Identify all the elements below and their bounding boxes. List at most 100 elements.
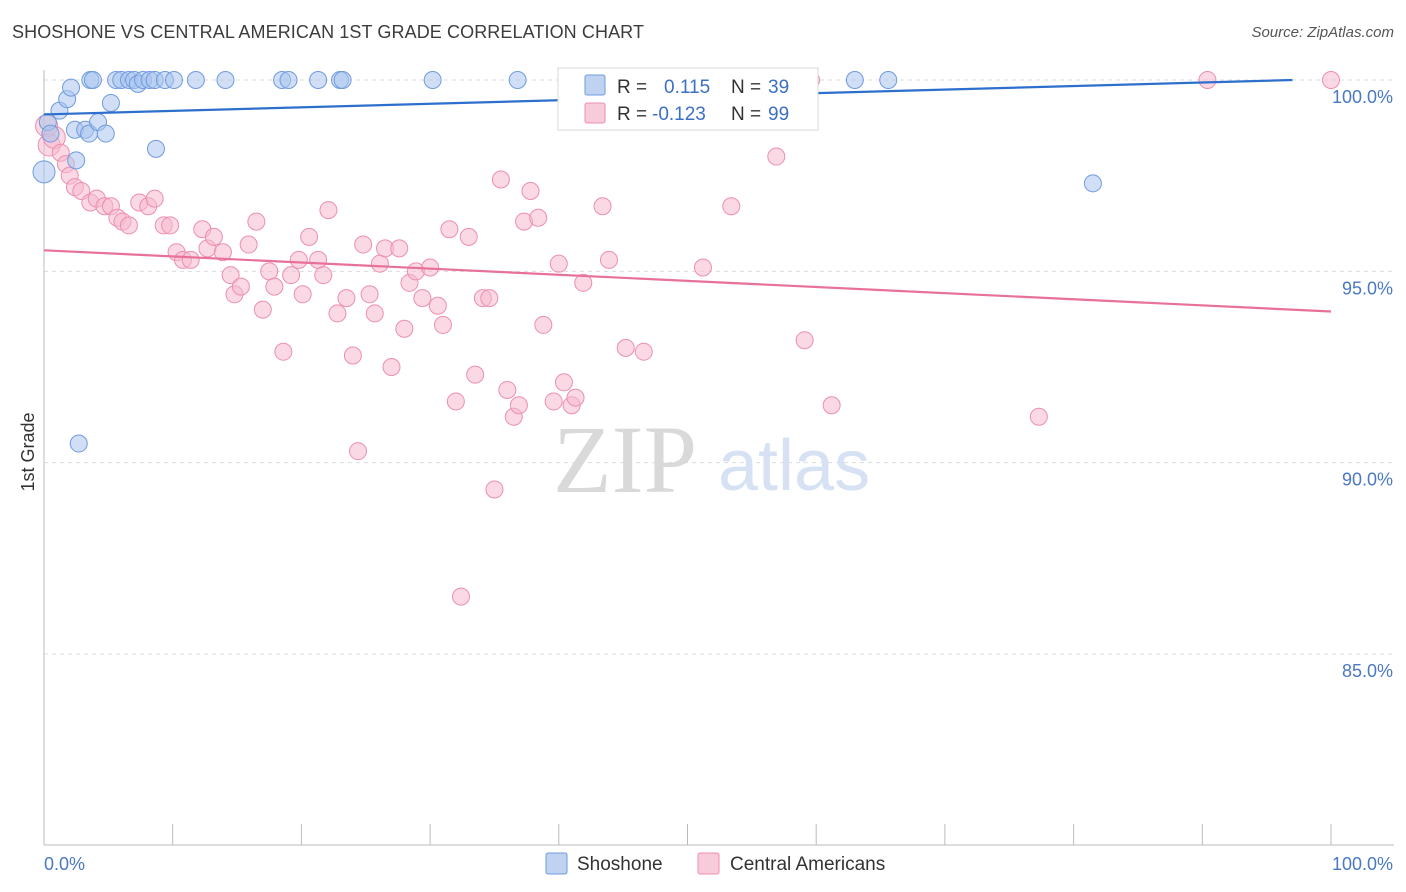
x-tick-label-max: 100.0% xyxy=(1332,854,1393,874)
shoshone-r-label: R = xyxy=(617,77,647,98)
central-americans-point xyxy=(1029,407,1048,426)
central-americans-point xyxy=(354,235,373,254)
central-americans-point xyxy=(440,220,459,239)
shoshone-point xyxy=(279,71,298,89)
central-americans-point xyxy=(413,289,432,308)
central-americans-point xyxy=(554,373,573,392)
central-americans-point xyxy=(265,277,284,296)
shoshone-point xyxy=(146,139,165,158)
shoshone-points xyxy=(32,71,1102,453)
central-americans-point xyxy=(446,392,465,411)
central-americans-point xyxy=(822,396,841,415)
central-americans-point xyxy=(599,250,618,269)
central-americans-point xyxy=(221,266,240,285)
central-americans-point xyxy=(693,258,712,277)
central-americans-point xyxy=(274,342,293,361)
central-americans-point xyxy=(145,189,164,208)
chart-source: Source: ZipAtlas.com xyxy=(1251,24,1394,41)
shoshone-point xyxy=(508,71,527,89)
central-americans-point xyxy=(593,197,612,216)
central-americans-point xyxy=(498,380,517,399)
central-americans-point xyxy=(382,358,401,376)
central-americans-point xyxy=(328,304,347,323)
central-americans-point xyxy=(574,273,593,292)
central-americans-point xyxy=(529,208,548,227)
central-americans-point xyxy=(314,266,333,285)
central-americans-point xyxy=(509,396,528,415)
shoshone-point xyxy=(309,71,328,89)
central-americans-point xyxy=(544,392,563,411)
central-americans-point xyxy=(239,235,258,254)
central-americans-point xyxy=(181,250,200,269)
shoshone-point xyxy=(1083,174,1102,193)
chart-title: SHOSHONE VS CENTRAL AMERICAN 1ST GRADE C… xyxy=(12,22,645,42)
central-americans-point xyxy=(390,239,409,258)
central-americans-point xyxy=(433,315,452,334)
central-n-value: 99 xyxy=(768,104,789,125)
central-americans-point xyxy=(566,388,585,407)
central-americans-point xyxy=(480,289,499,308)
shoshone-r-value: 0.115 xyxy=(664,77,710,98)
shoshone-point xyxy=(67,151,86,170)
watermark-atlas: atlas xyxy=(718,426,870,506)
y-axis-label: 1st Grade xyxy=(18,412,38,491)
central-americans-point xyxy=(795,331,814,350)
shoshone-point xyxy=(96,124,115,143)
central-americans-point xyxy=(309,250,328,269)
central-americans-point xyxy=(289,250,308,269)
central-americans-point xyxy=(204,227,223,246)
central-americans-point xyxy=(343,346,362,365)
central-americans-point xyxy=(300,227,319,246)
central-americans-point xyxy=(534,315,553,334)
shoshone-point xyxy=(423,71,442,89)
central-americans-point xyxy=(161,216,180,235)
central-americans-point xyxy=(253,300,272,319)
grid-lines xyxy=(44,79,1394,655)
central-americans-point xyxy=(395,319,414,338)
central-americans-point xyxy=(1322,71,1340,89)
central-americans-point xyxy=(319,201,338,220)
central-r-label: R = xyxy=(617,104,647,125)
central-n-label: N = xyxy=(731,104,761,125)
series-legend: Shoshone Central Americans xyxy=(545,852,885,875)
central-americans-point xyxy=(485,480,504,499)
central-americans-point xyxy=(428,296,447,315)
shoshone-point xyxy=(879,71,898,89)
central-americans-point xyxy=(451,587,470,606)
shoshone-point xyxy=(83,71,102,89)
central-americans-point xyxy=(521,181,540,200)
central-americans-points xyxy=(35,71,1340,606)
central-americans-point xyxy=(459,227,478,246)
central-legend-swatch xyxy=(584,102,606,124)
central-americans-trend-line xyxy=(43,249,1332,313)
axes xyxy=(43,70,1394,846)
shoshone-point xyxy=(62,78,81,97)
shoshone-point xyxy=(216,71,235,89)
central-americans-point xyxy=(119,216,138,235)
shoshone-point xyxy=(32,160,56,184)
correlation-legend: R = 0.115 N = 39 R = -0.123 N = 99 xyxy=(557,67,819,131)
watermark-zip: ZIP xyxy=(553,406,697,513)
y-tick-labels: 100.0% 95.0% 90.0% 85.0% xyxy=(1332,87,1393,681)
central-americans-point xyxy=(365,304,384,323)
y-tick-label: 90.0% xyxy=(1342,470,1393,490)
shoshone-point xyxy=(845,71,864,89)
central-series-swatch xyxy=(697,852,720,875)
central-americans-point xyxy=(260,262,279,281)
shoshone-point xyxy=(164,71,183,89)
shoshone-point xyxy=(333,71,352,89)
central-americans-point xyxy=(293,285,312,304)
shoshone-series-swatch xyxy=(545,852,568,875)
central-americans-point xyxy=(634,342,653,361)
shoshone-n-value: 39 xyxy=(768,77,789,98)
central-americans-point xyxy=(213,243,232,262)
central-americans-point xyxy=(370,254,389,273)
shoshone-point xyxy=(101,93,120,112)
y-tick-label: 100.0% xyxy=(1332,87,1393,107)
central-americans-point xyxy=(231,277,250,296)
central-americans-point xyxy=(549,254,568,273)
central-americans-point xyxy=(247,212,266,231)
central-americans-point xyxy=(1198,71,1217,89)
central-series-name: Central Americans xyxy=(730,854,885,875)
central-americans-point xyxy=(349,442,368,461)
